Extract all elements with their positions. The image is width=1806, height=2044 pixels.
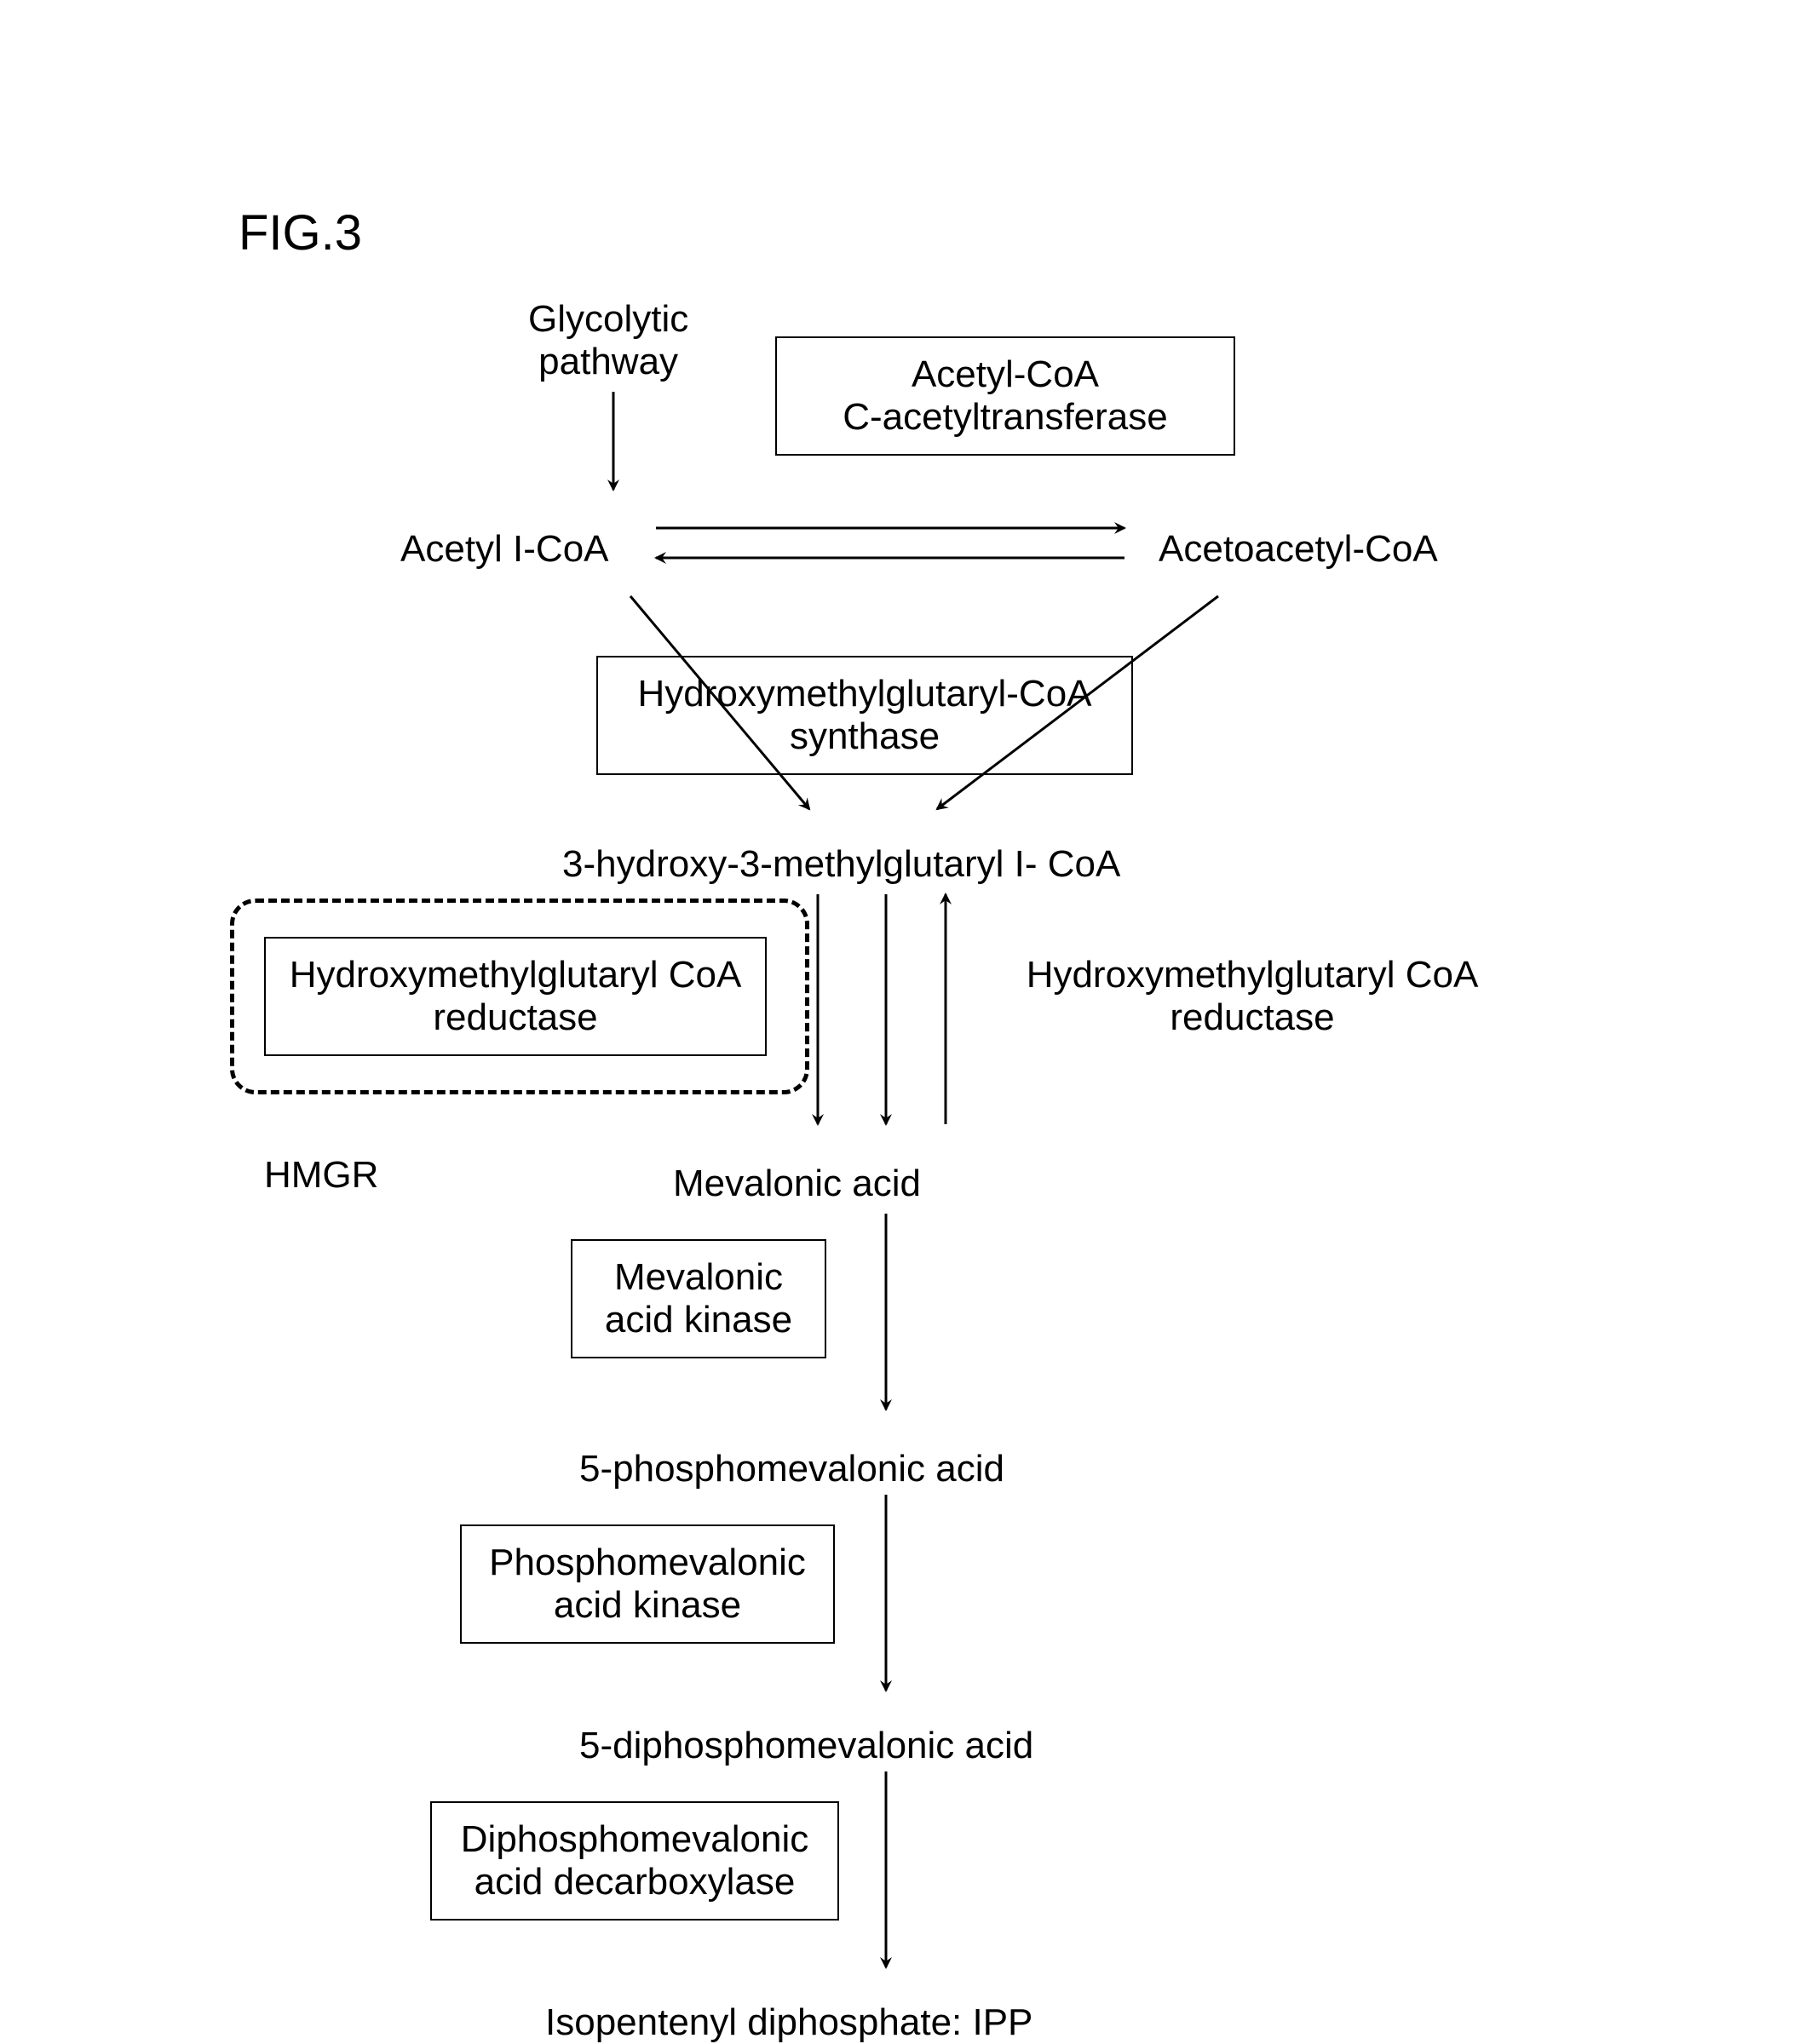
glycolytic-line1: Glycolytic (528, 298, 688, 341)
hmg-reductase-right-line2: reductase (1027, 996, 1479, 1039)
hmg-reductase-left-box: Hydroxymethylglutaryl CoA reductase (264, 937, 767, 1056)
hmg-synthase-line1: Hydroxymethylglutaryl-CoA (637, 673, 1091, 715)
mevalonic-kinase-box: Mevalonic acid kinase (571, 1239, 826, 1358)
phosphomevalonic-kinase-line1: Phosphomevalonic (489, 1542, 806, 1584)
decarboxylase-line1: Diphosphomevalonic (461, 1818, 808, 1861)
diphosphomevalonic-label: 5-diphosphomevalonic acid (579, 1725, 1033, 1767)
phosphomevalonic-kinase-box: Phosphomevalonic acid kinase (460, 1524, 835, 1644)
hmg-reductase-right-box: Hydroxymethylglutaryl CoA reductase (997, 937, 1508, 1056)
phosphomevalonic-label: 5-phosphomevalonic acid (579, 1448, 1004, 1490)
mevalonic-acid-label: Mevalonic acid (673, 1163, 921, 1205)
hmg-coa-label: 3-hydroxy-3-methylglutaryl I- CoA (562, 843, 1120, 886)
hmg-synthase-line2: synthase (637, 715, 1091, 758)
hmg-reductase-left-line1: Hydroxymethylglutaryl CoA (290, 954, 742, 996)
acetyl-transferase-box: Acetyl-CoA C-acetyltransferase (775, 336, 1235, 456)
hmg-reductase-left-line2: reductase (290, 996, 742, 1039)
hmgr-label: HMGR (264, 1154, 378, 1197)
acetyl-coa-label: Acetyl I-CoA (400, 528, 609, 571)
hmg-reductase-right-line1: Hydroxymethylglutaryl CoA (1027, 954, 1479, 996)
acetyl-transferase-line1: Acetyl-CoA (843, 353, 1167, 396)
acetoacetyl-coa-label: Acetoacetyl-CoA (1159, 528, 1438, 571)
decarboxylase-line2: acid decarboxylase (461, 1861, 808, 1903)
hmg-synthase-box: Hydroxymethylglutaryl-CoA synthase (596, 656, 1133, 775)
diagram-container: FIG.3 Glycolytic pathway Acetyl I-CoA Ac… (0, 0, 1806, 2044)
mevalonic-kinase-line1: Mevalonic (605, 1256, 792, 1299)
mevalonic-kinase-line2: acid kinase (605, 1299, 792, 1341)
figure-title: FIG.3 (239, 204, 362, 261)
glycolytic-line2: pathway (528, 341, 688, 383)
ipp-label: Isopentenyl diphosphate: IPP (545, 2001, 1032, 2044)
phosphomevalonic-kinase-line2: acid kinase (489, 1584, 806, 1627)
decarboxylase-box: Diphosphomevalonic acid decarboxylase (430, 1801, 839, 1921)
glycolytic-pathway-label: Glycolytic pathway (528, 298, 688, 383)
acetyl-transferase-line2: C-acetyltransferase (843, 396, 1167, 439)
